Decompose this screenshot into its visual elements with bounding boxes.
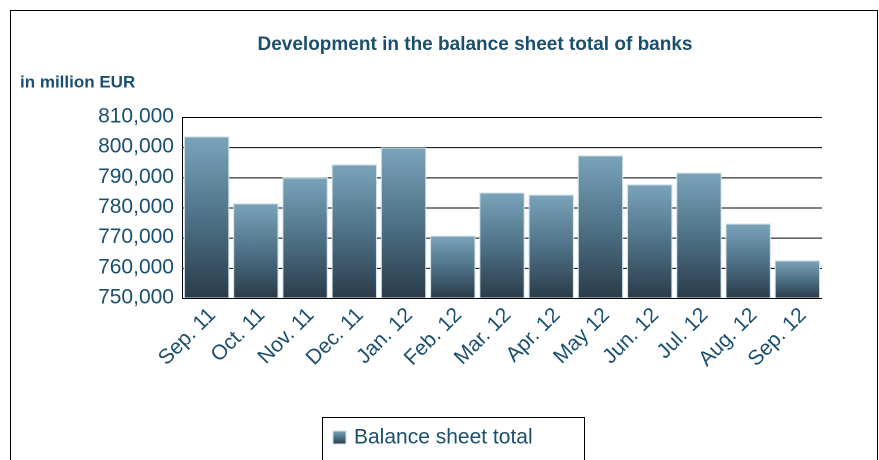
legend-box — [322, 417, 585, 460]
bar — [627, 184, 673, 299]
bar — [528, 194, 574, 299]
y-tick-label: 800,000 — [98, 135, 174, 158]
y-tick-label: 790,000 — [98, 165, 174, 188]
bar — [282, 177, 328, 299]
bar — [725, 223, 771, 299]
y-tick-label: 750,000 — [98, 286, 174, 309]
y-tick-label: 780,000 — [98, 195, 174, 218]
bar — [479, 192, 525, 299]
bar — [331, 164, 377, 299]
bar — [676, 172, 722, 299]
y-axis-label: in million EUR — [20, 72, 135, 91]
y-tick-label: 770,000 — [98, 225, 174, 248]
chart-title: Development in the balance sheet total o… — [258, 34, 693, 55]
legend-swatch — [332, 430, 347, 445]
y-tick-label: 810,000 — [98, 105, 174, 128]
bar — [577, 155, 624, 299]
bar — [380, 147, 427, 299]
y-tick-label: 760,000 — [98, 255, 174, 278]
bar — [233, 203, 279, 299]
legend-label: Balance sheet total — [354, 426, 533, 449]
bar — [430, 235, 476, 299]
bar — [183, 136, 230, 299]
bar — [774, 260, 821, 299]
